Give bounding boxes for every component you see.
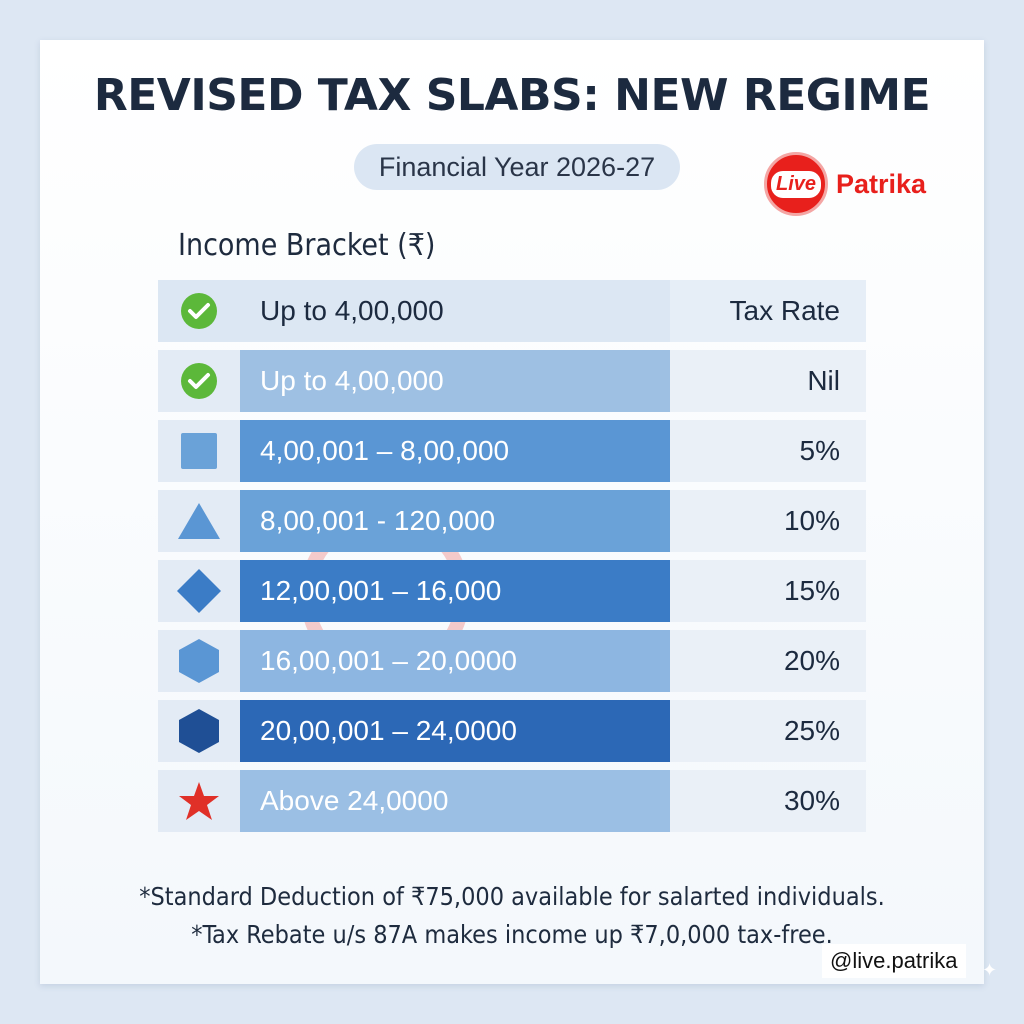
income-bracket-label: Income Bracket (₹) <box>178 228 436 263</box>
row-rate: Nil <box>670 350 866 412</box>
table-row: 20,00,001 – 24,0000 25% <box>158 700 866 762</box>
row-rate: 25% <box>670 700 866 762</box>
page-title: REVISED TAX SLABS: NEW REGIME <box>93 70 931 121</box>
check-circle-icon <box>181 363 217 399</box>
row-icon-cell <box>158 420 240 482</box>
row-icon-cell <box>158 490 240 552</box>
row-bracket: Up to 4,00,000 <box>240 350 670 412</box>
footnote-standard-deduction: *Standard Deduction of ₹75,000 available… <box>139 882 885 911</box>
subtitle-pill: Financial Year 2026-27 <box>354 144 680 190</box>
table-row: Above 24,0000 30% <box>158 770 866 832</box>
header-icon-cell <box>158 280 240 342</box>
table-row: 8,00,001 - 120,000 10% <box>158 490 866 552</box>
row-bracket: 20,00,001 – 24,0000 <box>240 700 670 762</box>
header-rate-label: Tax Rate <box>670 280 866 342</box>
sparkle-icon: ✦ <box>982 960 998 980</box>
star-icon <box>179 782 219 820</box>
live-patrika-logo: Live Patrika <box>764 152 926 216</box>
hexagon-dark-icon <box>179 709 219 753</box>
hexagon-icon <box>179 639 219 683</box>
table-row: 16,00,001 – 20,0000 20% <box>158 630 866 692</box>
table-header-row: Up to 4,00,000 Tax Rate <box>158 280 866 342</box>
header-bracket-cell: Up to 4,00,000 <box>240 280 670 342</box>
footnote-tax-rebate: *Tax Rebate u/s 87A makes income up ₹7,0… <box>191 920 833 949</box>
triangle-icon <box>178 503 220 539</box>
row-icon-cell <box>158 770 240 832</box>
row-rate: 30% <box>670 770 866 832</box>
row-icon-cell <box>158 630 240 692</box>
row-icon-cell <box>158 350 240 412</box>
logo-name: Patrika <box>836 168 927 199</box>
row-bracket: 4,00,001 – 8,00,000 <box>240 420 670 482</box>
diamond-icon <box>177 569 221 613</box>
row-icon-cell <box>158 700 240 762</box>
table-row: 4,00,001 – 8,00,000 5% <box>158 420 866 482</box>
logo-badge: Live <box>764 152 828 216</box>
row-rate: 15% <box>670 560 866 622</box>
row-bracket: 12,00,001 – 16,000 <box>240 560 670 622</box>
table-row: 12,00,001 – 16,000 15% <box>158 560 866 622</box>
row-bracket: 8,00,001 - 120,000 <box>240 490 670 552</box>
row-rate: 5% <box>670 420 866 482</box>
row-icon-cell <box>158 560 240 622</box>
footnotes: *Standard Deduction of ₹75,000 available… <box>0 878 1024 954</box>
row-bracket: 16,00,001 – 20,0000 <box>240 630 670 692</box>
social-handle: @live.patrika <box>822 944 966 978</box>
logo-badge-text: Live <box>770 170 822 198</box>
row-bracket: Above 24,0000 <box>240 770 670 832</box>
row-rate: 10% <box>670 490 866 552</box>
check-circle-icon <box>181 293 217 329</box>
row-rate: 20% <box>670 630 866 692</box>
table-row: Up to 4,00,000 Nil <box>158 350 866 412</box>
square-icon <box>181 433 217 469</box>
tax-slab-table: Up to 4,00,000 Tax Rate Up to 4,00,000 N… <box>158 280 866 840</box>
